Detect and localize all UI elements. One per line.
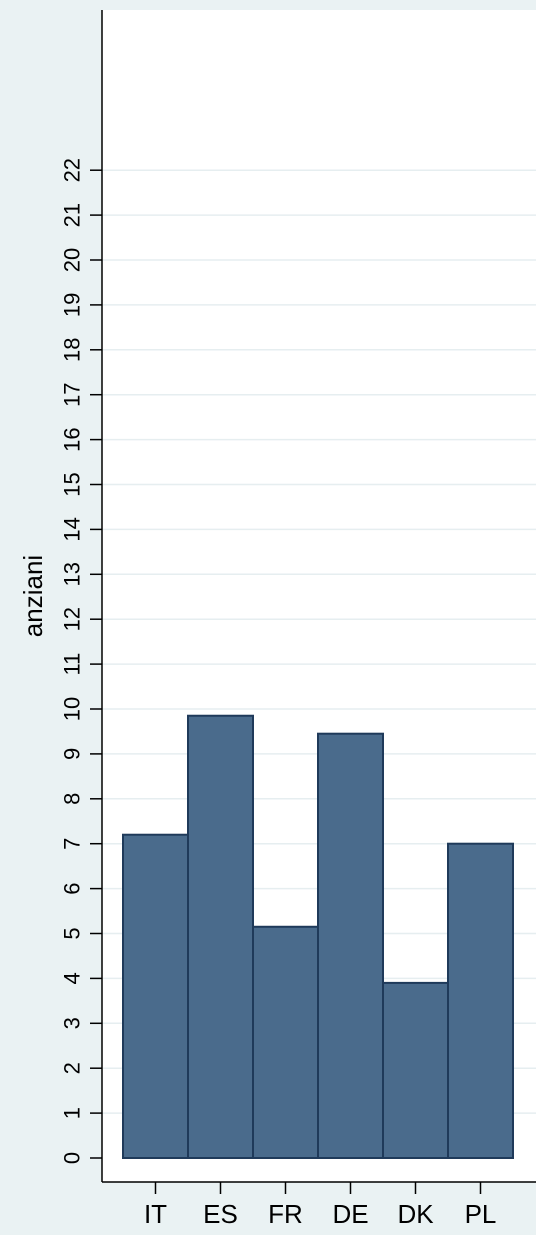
y-tick-label: 7 (60, 838, 85, 850)
y-axis-label: anziani (18, 555, 48, 637)
bar-dk (382, 981, 449, 1160)
y-tick-label: 18 (60, 338, 85, 362)
bar-it (122, 833, 189, 1159)
y-tick-label: 12 (60, 607, 85, 631)
y-tick-label: 0 (60, 1152, 85, 1164)
bar-es (187, 714, 254, 1159)
x-tick-label: DE (332, 1199, 368, 1229)
y-tick-label: 8 (60, 793, 85, 805)
y-tick-label: 21 (60, 203, 85, 227)
y-tick-label: 2 (60, 1062, 85, 1074)
x-tick-label: ES (203, 1199, 238, 1229)
x-tick-label: PL (465, 1199, 497, 1229)
y-tick-label: 16 (60, 427, 85, 451)
bar-pl (447, 842, 514, 1159)
y-tick-label: 13 (60, 562, 85, 586)
y-tick-label: 14 (60, 517, 85, 541)
x-axis-ticks: IT ES FR DE DK PL (144, 1182, 496, 1229)
y-tick-label: 10 (60, 697, 85, 721)
bar-fr (252, 925, 319, 1160)
x-tick-label: IT (144, 1199, 167, 1229)
y-tick-label: 15 (60, 472, 85, 496)
bar-de (317, 732, 384, 1159)
bars (122, 714, 514, 1160)
y-tick-label: 6 (60, 882, 85, 894)
x-tick-label: DK (397, 1199, 434, 1229)
y-tick-label: 9 (60, 748, 85, 760)
y-tick-label: 5 (60, 927, 85, 939)
y-tick-label: 4 (60, 972, 85, 984)
y-tick-label: 11 (60, 653, 85, 676)
y-tick-label: 1 (60, 1107, 85, 1119)
y-tick-label: 17 (60, 382, 85, 406)
y-tick-label: 20 (60, 248, 85, 272)
y-tick-label: 19 (60, 293, 85, 317)
x-tick-label: FR (268, 1199, 303, 1229)
y-tick-label: 3 (60, 1017, 85, 1029)
y-tick-label: 22 (60, 158, 85, 182)
